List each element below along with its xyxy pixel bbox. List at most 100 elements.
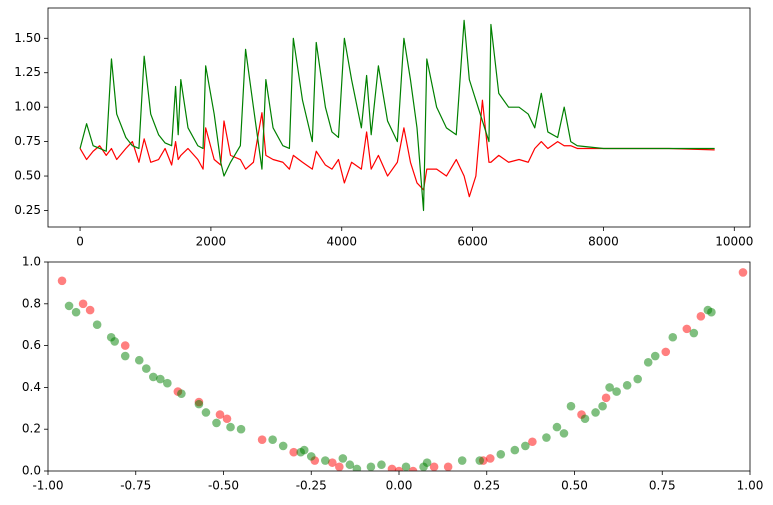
axes-frame bbox=[47, 7, 751, 228]
scatter-point bbox=[475, 456, 485, 465]
scatter-point bbox=[120, 341, 130, 350]
scatter-point bbox=[299, 445, 309, 455]
scatter-point bbox=[338, 454, 348, 463]
scatter-point bbox=[366, 462, 376, 471]
scatter-point bbox=[622, 381, 632, 390]
scatter-point bbox=[528, 437, 537, 447]
y-tick-label: 0.4 bbox=[22, 380, 41, 394]
scatter-point bbox=[222, 414, 232, 424]
scatter-point bbox=[601, 393, 611, 403]
x-tick-label: 4000 bbox=[326, 235, 357, 249]
x-tick-label: 0.75 bbox=[649, 479, 676, 493]
y-tick-label: 0.0 bbox=[22, 464, 41, 478]
scatter-point bbox=[149, 372, 158, 382]
line-series bbox=[79, 19, 715, 212]
scatter-point bbox=[485, 454, 495, 463]
x-tick-label: 0.25 bbox=[473, 479, 500, 493]
scatter-point bbox=[289, 447, 299, 457]
x-tick-label: -1.00 bbox=[32, 479, 63, 493]
scatter-point bbox=[110, 337, 119, 346]
y-tick-label: 1.50 bbox=[14, 31, 41, 45]
scatter-point bbox=[71, 307, 81, 317]
scatter-point bbox=[377, 460, 386, 470]
y-tick-label: 1.00 bbox=[14, 100, 41, 114]
y-tick-label: 1.25 bbox=[14, 65, 41, 79]
scatter-point bbox=[335, 462, 344, 471]
scatter-point bbox=[496, 449, 506, 459]
scatter-point bbox=[226, 422, 235, 432]
scatter-point bbox=[457, 456, 467, 465]
scatter-point bbox=[552, 422, 562, 432]
scatter-point bbox=[643, 358, 653, 367]
scatter-point bbox=[612, 387, 621, 396]
scatter-point bbox=[605, 383, 614, 392]
scatter-point bbox=[707, 307, 716, 317]
x-tick-label: 10000 bbox=[715, 235, 753, 249]
scatter-point bbox=[591, 408, 600, 417]
scatter-point bbox=[387, 464, 397, 471]
x-tick-label: 8000 bbox=[588, 235, 619, 249]
scatter-point bbox=[177, 389, 186, 398]
x-tick-label: -0.25 bbox=[296, 479, 327, 493]
scatter-point bbox=[141, 364, 151, 373]
y-tick-label: 0.25 bbox=[14, 203, 41, 217]
y-tick-label: 0.2 bbox=[22, 422, 41, 436]
x-tick-label: 2000 bbox=[196, 235, 227, 249]
scatter-point bbox=[78, 299, 88, 309]
scatter-point bbox=[257, 435, 267, 444]
scatter-point bbox=[268, 435, 277, 444]
y-tick-label: 0.75 bbox=[14, 134, 41, 148]
scatter-point bbox=[429, 462, 439, 471]
x-tick-label: 0.00 bbox=[386, 479, 413, 493]
scatter-point bbox=[682, 324, 692, 334]
scatter-point bbox=[598, 401, 607, 411]
x-tick-label: 1.00 bbox=[737, 479, 764, 493]
scatter-point bbox=[57, 276, 67, 286]
scatter-point bbox=[345, 460, 355, 470]
x-tick-label: -0.75 bbox=[120, 479, 151, 493]
scatter-point bbox=[278, 441, 288, 451]
scatter-point bbox=[134, 355, 144, 365]
scatter-point bbox=[510, 445, 520, 455]
scatter-point bbox=[521, 441, 530, 451]
scatter-point bbox=[696, 312, 706, 321]
scatter-point bbox=[580, 414, 590, 424]
scatter-point bbox=[156, 374, 165, 384]
line-series bbox=[79, 99, 715, 198]
scatter-point bbox=[194, 399, 204, 409]
scatter-point bbox=[408, 466, 418, 471]
x-tick-label: 0.50 bbox=[561, 479, 588, 493]
scatter-point bbox=[633, 374, 642, 384]
scatter-point bbox=[163, 378, 172, 388]
y-tick-label: 0.6 bbox=[22, 338, 41, 352]
scatter-point bbox=[236, 424, 246, 434]
scatter-point bbox=[212, 418, 221, 428]
axes-frame bbox=[47, 261, 751, 472]
scatter-point bbox=[422, 458, 432, 467]
plot-area bbox=[57, 268, 748, 471]
scatter-point bbox=[738, 268, 748, 277]
scatter-point bbox=[320, 456, 330, 465]
scatter-point bbox=[650, 351, 660, 361]
x-tick-label: 0 bbox=[76, 235, 84, 249]
scatter-point bbox=[92, 320, 102, 330]
scatter-point bbox=[668, 332, 678, 342]
scatter-point bbox=[306, 452, 316, 461]
scatter-point bbox=[120, 351, 130, 361]
scatter-point bbox=[661, 347, 671, 357]
y-tick-label: 0.50 bbox=[14, 169, 41, 183]
scatter-point bbox=[394, 466, 404, 471]
y-tick-label: 0.8 bbox=[22, 296, 41, 310]
scatter-point bbox=[201, 408, 211, 417]
x-tick-label: -0.50 bbox=[208, 479, 239, 493]
scatter-point bbox=[64, 301, 74, 311]
scatter-point bbox=[401, 462, 411, 471]
scatter-point bbox=[566, 401, 576, 411]
x-tick-label: 6000 bbox=[457, 235, 488, 249]
scatter-point bbox=[443, 462, 453, 471]
scatter-point bbox=[542, 433, 551, 442]
scatter-point bbox=[85, 305, 95, 315]
scatter-point bbox=[328, 458, 337, 467]
